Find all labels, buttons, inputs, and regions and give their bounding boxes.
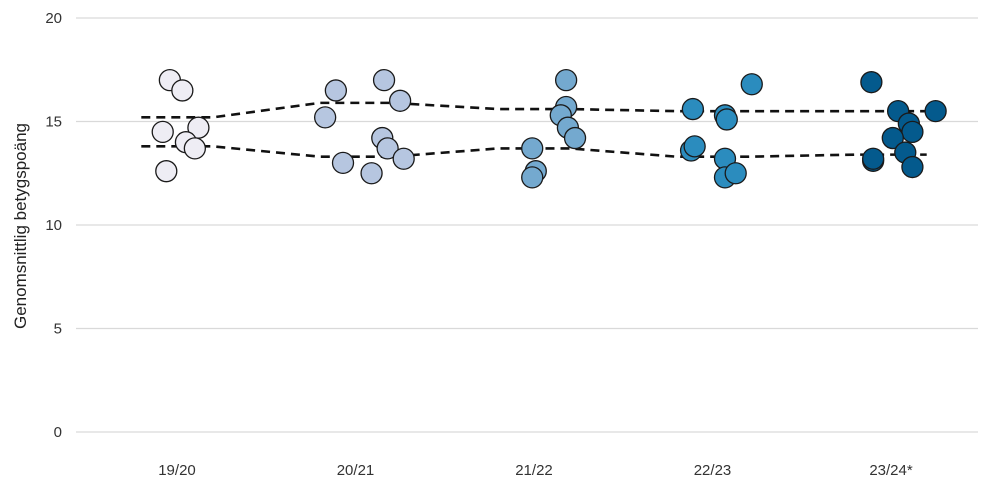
y-tick-labels: 0 5 10 15 20	[45, 10, 62, 441]
data-point	[681, 97, 705, 121]
data-point	[740, 73, 763, 96]
data-point	[862, 147, 885, 170]
x-tick-labels: 19/20 20/21 21/22 22/23 23/24*	[158, 462, 913, 479]
data-point	[521, 137, 544, 160]
y-axis-title: Genomsnittlig betygspoäng	[11, 123, 30, 329]
data-point	[183, 137, 207, 160]
data-point	[683, 135, 706, 158]
data-point	[314, 106, 337, 129]
data-point	[392, 147, 415, 170]
x-tick-label: 19/20	[158, 462, 196, 479]
x-tick-label: 23/24*	[869, 462, 913, 479]
x-tick-label: 20/21	[337, 462, 375, 479]
y-gridlines	[76, 17, 978, 433]
data-points	[151, 68, 947, 189]
mean-line-upper	[141, 101, 927, 119]
y-tick-label: 5	[54, 321, 62, 338]
data-point	[388, 89, 412, 112]
x-tick-label: 21/22	[515, 462, 553, 479]
data-point	[521, 166, 544, 189]
data-point	[372, 68, 396, 92]
data-point	[860, 71, 883, 94]
y-tick-label: 10	[45, 217, 62, 234]
y-tick-label: 0	[54, 424, 62, 441]
data-point	[155, 160, 178, 183]
data-point	[715, 108, 738, 131]
y-tick-label: 15	[45, 114, 62, 131]
data-point	[324, 79, 348, 102]
data-point	[554, 68, 578, 92]
data-point	[724, 162, 747, 185]
data-point	[331, 151, 355, 175]
x-tick-label: 22/23	[694, 462, 732, 479]
data-point	[360, 162, 383, 185]
data-point	[376, 137, 399, 160]
data-point	[171, 79, 194, 102]
data-point	[901, 155, 924, 179]
data-point	[151, 120, 174, 144]
data-point	[924, 100, 947, 123]
data-point	[881, 126, 904, 150]
data-point	[901, 120, 924, 144]
y-tick-label: 20	[45, 10, 62, 27]
data-point	[563, 126, 587, 150]
